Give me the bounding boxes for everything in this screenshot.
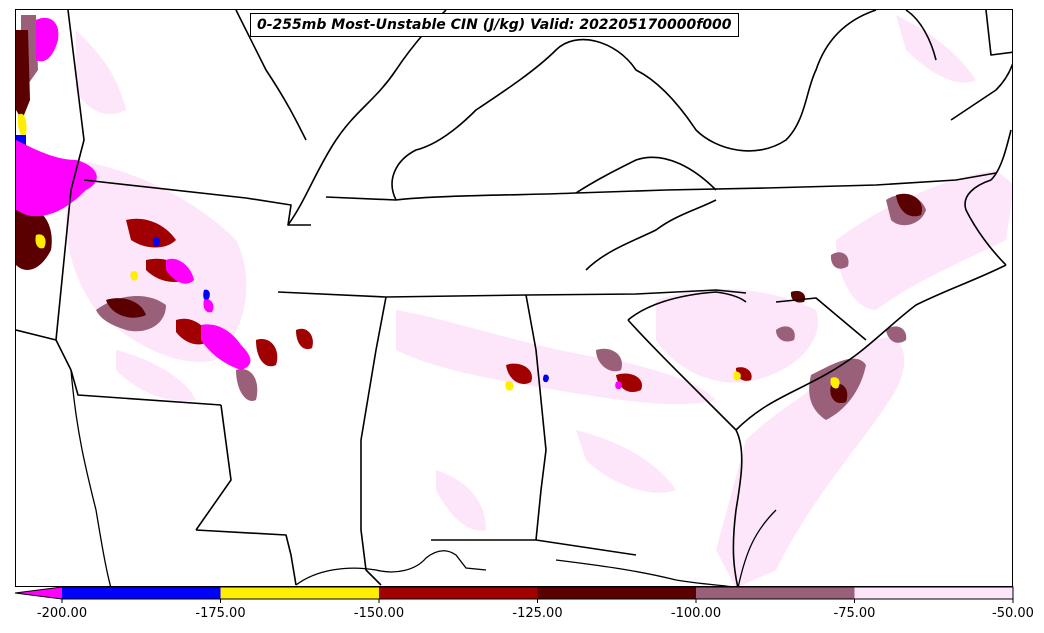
colorbar: -200.00 -175.00 -150.00 -125.00 -100.00 -75.0… [14, 586, 1034, 621]
colorbar-tick-label: -200.00 [37, 606, 87, 621]
colorbar-segments [14, 586, 1014, 600]
colorbar-segment [62, 587, 221, 599]
cin-shading [16, 15, 1012, 586]
colorbar-segment [220, 587, 379, 599]
colorbar-segment [15, 587, 62, 599]
colorbar-tick-label: -125.00 [512, 606, 562, 621]
colorbar-tick-label: -150.00 [354, 606, 404, 621]
colorbar-tick-label: -75.00 [834, 606, 876, 621]
colorbar-tick-label: -175.00 [195, 606, 245, 621]
colorbar-segment [854, 587, 1013, 599]
map-title: 0-255mb Most-Unstable CIN (J/kg) Valid: … [250, 13, 739, 37]
map-panel [15, 9, 1013, 587]
colorbar-segment [537, 587, 696, 599]
colorbar-ticks: -200.00 -175.00 -150.00 -125.00 -100.00 -75.0… [37, 599, 1034, 621]
cin-map [16, 10, 1012, 586]
state-boundaries [16, 10, 1012, 586]
coastline [70, 369, 777, 586]
colorbar-tick-label: -50.00 [992, 606, 1034, 621]
colorbar-tick-label: -100.00 [671, 606, 721, 621]
colorbar-outline [14, 586, 1014, 600]
colorbar-segment [696, 587, 855, 599]
colorbar-segment [379, 587, 538, 599]
